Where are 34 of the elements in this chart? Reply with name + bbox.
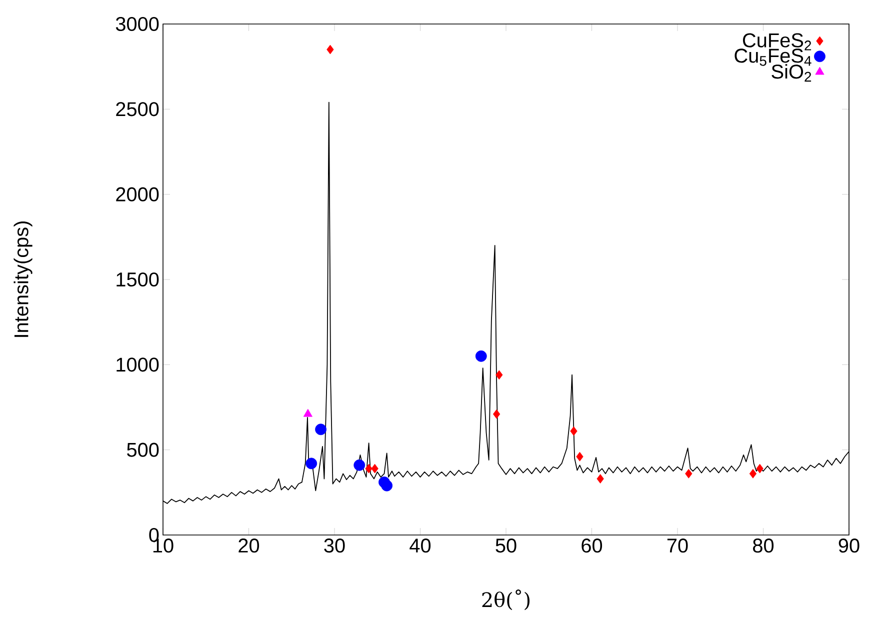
y-tick-label: 1500 bbox=[116, 272, 159, 287]
point bbox=[492, 409, 500, 419]
x-tick-label: 30 bbox=[324, 538, 345, 553]
legend-label: SiO$_{2}$ bbox=[772, 64, 812, 82]
x-tick-label: 60 bbox=[582, 538, 602, 553]
y-tick-label: 1000 bbox=[116, 358, 159, 372]
point bbox=[749, 468, 757, 478]
y-tick-label: 3000 bbox=[116, 16, 159, 32]
point bbox=[326, 44, 334, 54]
y-tick-label: 500 bbox=[127, 442, 159, 457]
point bbox=[496, 370, 503, 380]
point bbox=[685, 468, 692, 478]
x-tick-label: 50 bbox=[496, 538, 516, 553]
point bbox=[354, 459, 366, 471]
x-tick-label: 80 bbox=[753, 538, 774, 553]
point bbox=[315, 424, 326, 436]
point bbox=[303, 408, 312, 417]
point bbox=[381, 480, 393, 492]
y-tick-label: 2000 bbox=[116, 187, 159, 202]
point bbox=[475, 350, 487, 362]
point bbox=[570, 426, 578, 436]
x-axis-title: 2θ(˚) bbox=[482, 589, 530, 610]
point bbox=[756, 464, 764, 474]
y-tick-label: 2500 bbox=[116, 102, 159, 116]
x-tick-label: 40 bbox=[410, 538, 431, 553]
point bbox=[371, 464, 378, 474]
point bbox=[306, 458, 318, 470]
y-axis-title: Intensity(cps) bbox=[14, 221, 32, 337]
x-tick-label: 20 bbox=[238, 538, 260, 553]
point bbox=[596, 474, 604, 484]
x-tick-label: 70 bbox=[667, 538, 688, 553]
point bbox=[576, 452, 584, 462]
x-tick-label: 90 bbox=[838, 538, 860, 553]
point bbox=[365, 464, 372, 474]
